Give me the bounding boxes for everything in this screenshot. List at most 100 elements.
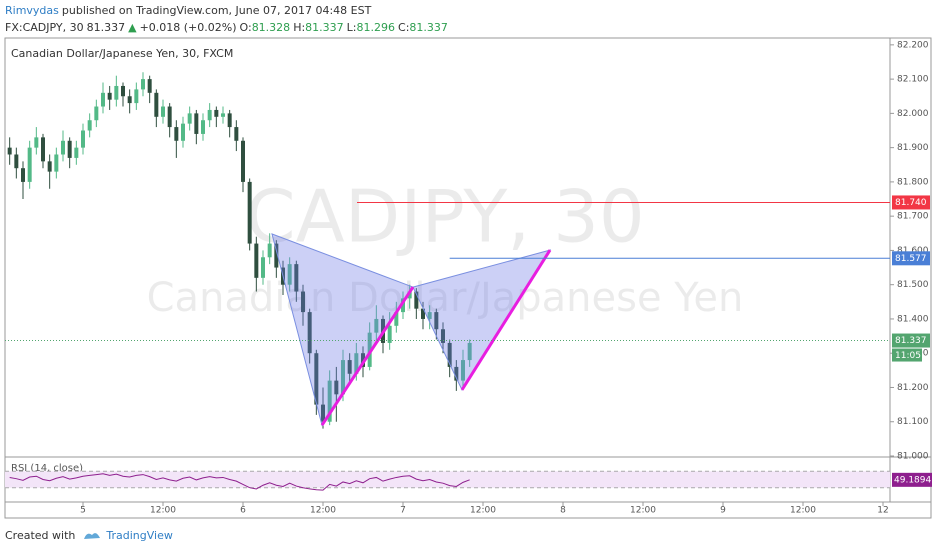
x-tick-label: 7 bbox=[400, 506, 406, 516]
candle-body bbox=[181, 123, 185, 141]
candle-body bbox=[207, 109, 212, 121]
candle-body bbox=[81, 130, 85, 148]
symbol: FX:CADJPY, 30 bbox=[5, 21, 84, 34]
candle-body bbox=[341, 360, 345, 395]
candle-body bbox=[114, 85, 119, 100]
x-tick-label: 6 bbox=[240, 506, 246, 516]
candle-body bbox=[134, 89, 139, 104]
candle-body bbox=[61, 140, 65, 155]
candle-body bbox=[154, 92, 159, 117]
candle-body bbox=[94, 106, 99, 121]
candle-body bbox=[334, 380, 339, 395]
rsi-tag bbox=[892, 472, 932, 487]
candle-body bbox=[367, 332, 372, 367]
created: Created with bbox=[5, 529, 76, 542]
last: 81.337 bbox=[86, 21, 126, 34]
rsi-band bbox=[5, 471, 890, 488]
candle-body bbox=[254, 243, 259, 278]
publisher: Rimvydas bbox=[5, 4, 59, 17]
footer: Created with TradingView bbox=[5, 527, 173, 542]
ohlc-value: 81.337 bbox=[305, 21, 344, 34]
candle-body bbox=[227, 113, 232, 128]
ohlc-label: L: bbox=[346, 21, 357, 34]
y-tick-label: 81.000 bbox=[897, 452, 929, 462]
y-tick-label: 81.100 bbox=[897, 417, 929, 427]
y-tick-label: 82.200 bbox=[897, 40, 929, 50]
candle-body bbox=[167, 106, 172, 128]
candle-body bbox=[21, 168, 25, 182]
rsi-line bbox=[9, 473, 470, 491]
ohlc-label: C: bbox=[398, 21, 410, 34]
candle-body bbox=[461, 360, 465, 381]
candle-body bbox=[261, 257, 265, 278]
candle-body bbox=[287, 264, 292, 285]
watermark-name: Canadian Dollar/Japanese Yen bbox=[147, 275, 744, 321]
candle-body bbox=[87, 120, 92, 131]
candle-body bbox=[267, 243, 272, 258]
x-tick-label: 12:00 bbox=[790, 506, 816, 516]
pattern-leg bbox=[320, 286, 415, 426]
candle-body bbox=[407, 291, 412, 299]
candle-body bbox=[201, 120, 205, 134]
price-tag-label: 81.337 bbox=[895, 336, 927, 346]
quote-line: FX:CADJPY, 30 81.337 ▲ +0.018 (+0.02%) O:81.… bbox=[5, 19, 454, 36]
candle-body bbox=[14, 154, 19, 169]
candle-body bbox=[174, 127, 179, 141]
ohlc: O:81.328 H:81.337 L:81.296 C:81.337 bbox=[240, 21, 451, 34]
y-tick-label: 81.500 bbox=[897, 280, 929, 290]
candle-body bbox=[327, 380, 332, 422]
candle-body bbox=[161, 106, 165, 117]
candle-body bbox=[121, 85, 125, 97]
y-tick-label: 81.800 bbox=[897, 177, 929, 187]
candle-body bbox=[101, 92, 105, 107]
candle-body bbox=[274, 243, 279, 268]
candle-body bbox=[361, 353, 365, 367]
rsi-title: RSI (14, close) bbox=[11, 463, 83, 474]
rsi-tag-label: 49.1894 bbox=[894, 475, 931, 485]
candle-body bbox=[307, 312, 312, 354]
y-tick-label: 81.400 bbox=[897, 314, 929, 324]
candle-body bbox=[187, 113, 192, 124]
x-tick-label: 8 bbox=[560, 506, 566, 516]
candle-body bbox=[374, 318, 379, 333]
candle-body bbox=[194, 113, 199, 134]
candle-body bbox=[67, 140, 72, 158]
candle-body bbox=[247, 181, 252, 244]
candle-body bbox=[141, 79, 145, 90]
x-tick-label: 12:00 bbox=[470, 506, 496, 516]
candle-body bbox=[34, 137, 39, 148]
countdown-tag bbox=[892, 348, 922, 362]
ohlc-value: 81.296 bbox=[356, 21, 396, 34]
candle-body bbox=[294, 264, 299, 292]
candle-body bbox=[454, 366, 459, 381]
price-tag bbox=[892, 195, 930, 210]
candle-body bbox=[221, 113, 225, 117]
price-tag-label: 81.740 bbox=[895, 198, 927, 208]
ohlc-value: 81.337 bbox=[409, 21, 448, 34]
x-tick-label: 12 bbox=[877, 506, 888, 516]
published: published on TradingView.com, June 07, 2… bbox=[61, 4, 372, 17]
ohlc-label: O: bbox=[239, 21, 252, 34]
publish-line: Rimvydas published on TradingView.com, Ju… bbox=[5, 2, 454, 19]
candle-body bbox=[441, 329, 445, 343]
candle-body bbox=[47, 161, 52, 172]
y-tick-label: 81.200 bbox=[897, 383, 929, 393]
logo bbox=[83, 533, 100, 539]
x-tick-label: 12:00 bbox=[630, 506, 656, 516]
ohlc-value: 81.328 bbox=[251, 21, 291, 34]
candle-body bbox=[354, 353, 359, 374]
candle-body bbox=[427, 312, 432, 319]
y-tick-label: 81.700 bbox=[897, 212, 929, 222]
watermark-symbol: CADJPY, 30 bbox=[245, 175, 644, 259]
chart-title: Canadian Dollar/Japanese Yen, 30, FXCM bbox=[11, 47, 233, 60]
x-tick-label: 9 bbox=[720, 506, 726, 516]
change: +0.018 (+0.02%) bbox=[139, 21, 237, 34]
header: Rimvydas published on TradingView.com, Ju… bbox=[5, 2, 454, 36]
y-tick-label: 82.000 bbox=[897, 109, 929, 119]
price-tag bbox=[892, 333, 930, 348]
y-tick-label: 81.600 bbox=[897, 246, 929, 256]
up-arrow: ▲ bbox=[128, 21, 137, 34]
candle-body bbox=[234, 127, 239, 141]
candle-body bbox=[387, 325, 392, 343]
